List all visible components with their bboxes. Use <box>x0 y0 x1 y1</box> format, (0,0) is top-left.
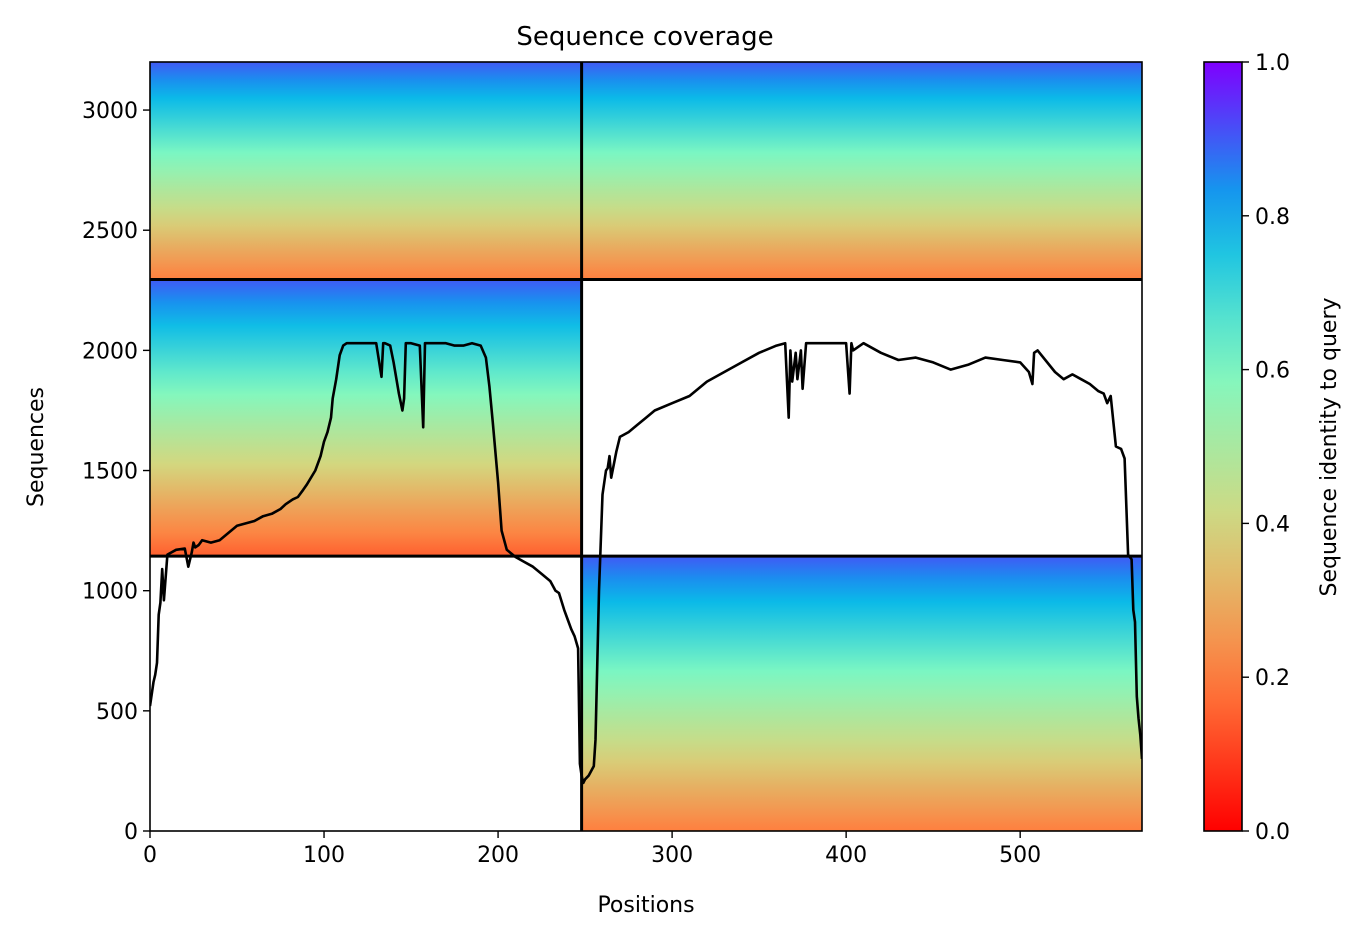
x-tick-label: 500 <box>999 843 1041 868</box>
colorbar-tick-label: 0.6 <box>1255 359 1290 384</box>
y-tick-label: 0 <box>124 820 138 845</box>
x-axis-label: Positions <box>597 893 694 918</box>
y-tick-label: 1000 <box>82 580 138 605</box>
y-tick-label: 2500 <box>82 219 138 244</box>
x-tick-label: 300 <box>651 843 693 868</box>
y-tick-label: 500 <box>96 700 138 725</box>
chart-title: Sequence coverage <box>516 22 773 52</box>
coverage-line-layer <box>150 341 1142 785</box>
coverage-line <box>150 341 1142 785</box>
colorbar-tick-label: 0.8 <box>1255 205 1290 230</box>
y-tick-label: 2000 <box>82 339 138 364</box>
colorbar-tick-label: 0.2 <box>1255 666 1290 691</box>
y-axis-ticks: 0 500 1000 1500 2000 2500 3000 <box>82 99 150 845</box>
colorbar-frame <box>1203 61 1243 832</box>
segment-split-lines <box>150 62 1142 831</box>
colorbar-label: Sequence identity to query <box>1317 297 1342 596</box>
colorbar-tick-label: 0.0 <box>1255 820 1290 845</box>
colorbar-tick-label: 0.4 <box>1255 512 1290 537</box>
colorbar-gradient <box>1204 62 1242 831</box>
x-axis-ticks: 0 100 200 300 400 500 <box>143 831 1041 868</box>
block-top-left <box>150 62 582 280</box>
block-top-right <box>581 62 1142 280</box>
block-bottom-right <box>581 556 1142 831</box>
y-axis-label: Sequences <box>24 387 49 507</box>
x-tick-label: 400 <box>825 843 867 868</box>
colorbar-tick-label: 1.0 <box>1255 51 1290 76</box>
x-tick-label: 0 <box>143 843 157 868</box>
x-tick-label: 200 <box>477 843 519 868</box>
x-tick-label: 100 <box>303 843 345 868</box>
y-tick-label: 1500 <box>82 460 138 485</box>
block-middle-left <box>150 279 582 557</box>
plot-frame <box>149 61 1143 832</box>
colorbar: 0.0 0.2 0.4 0.6 0.8 1.0 Sequence identity to … <box>1203 51 1342 845</box>
plot-area <box>149 61 1143 832</box>
y-tick-label: 3000 <box>82 99 138 124</box>
colorbar-ticks: 0.0 0.2 0.4 0.6 0.8 1.0 <box>1242 51 1290 845</box>
identity-blocks <box>150 62 1142 831</box>
